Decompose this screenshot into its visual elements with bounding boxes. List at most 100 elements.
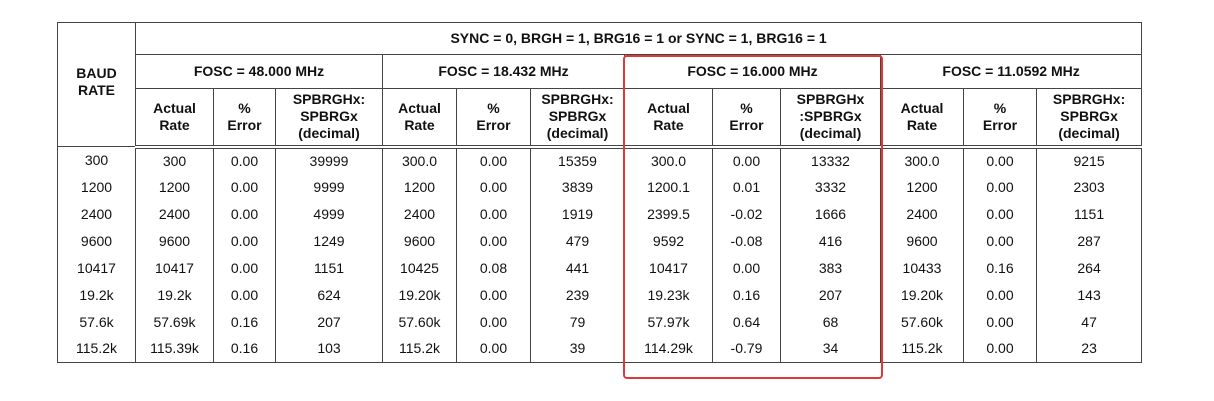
table-row: 300 300 0.00 39999 300.0 0.00 15359 300.0 0.00 13… xyxy=(57,146,1143,174)
column-header: SPBRGHx :SPBRGx (decimal) xyxy=(780,88,881,149)
table-cell: 39 xyxy=(530,335,625,363)
table-cell: -0.79 xyxy=(712,335,781,363)
baud-rate: 9600 xyxy=(57,227,136,255)
table-row: 19.2k 19.2k 0.00 624 19.20k 0.00 239 19.23k 0.16… xyxy=(57,281,1143,309)
table-cell: 10417 xyxy=(624,254,713,282)
table-cell: 115.2k xyxy=(382,335,457,363)
table-cell: 19.20k xyxy=(382,281,457,309)
table-row: BAUD RATE SYNC = 0, BRGH = 1, BRG16 = 1 o… xyxy=(57,22,1143,147)
table-cell: 0.16 xyxy=(963,254,1037,282)
table-cell: 0.00 xyxy=(456,335,531,363)
baud-rate: 115.2k xyxy=(57,335,136,363)
table-cell: 114.29k xyxy=(624,335,713,363)
baud-rate: 57.6k xyxy=(57,308,136,336)
table-cell: 23 xyxy=(1035,335,1143,363)
table-cell: 1919 xyxy=(530,200,625,228)
table-cell: 624 xyxy=(275,281,383,309)
baud-rate-header: BAUD RATE xyxy=(57,22,136,147)
column-header: % Error xyxy=(213,88,276,149)
table-cell: 2399.5 xyxy=(624,200,713,228)
table-cell: 1151 xyxy=(275,254,383,282)
table-cell: 19.20k xyxy=(880,281,964,309)
fosc-header: FOSC = 18.432 MHz xyxy=(382,54,625,89)
table-cell: 287 xyxy=(1035,227,1143,255)
sync-header: SYNC = 0, BRGH = 1, BRG16 = 1 or SYNC = … xyxy=(134,22,1143,55)
table-cell: 9600 xyxy=(135,227,214,255)
column-header: Actual Rate xyxy=(880,88,964,149)
column-header: Actual Rate xyxy=(135,88,214,149)
table-row: 115.2k 115.39k 0.16 103 115.2k 0.00 39 114.29k -… xyxy=(57,335,1143,363)
table-cell: 383 xyxy=(780,254,881,282)
table-cell: 79 xyxy=(530,308,625,336)
table-cell: 9215 xyxy=(1035,146,1143,174)
column-header: SPBRGHx: SPBRGx (decimal) xyxy=(530,88,625,149)
table-cell: 1666 xyxy=(780,200,881,228)
table-cell: 0.00 xyxy=(963,281,1037,309)
table-cell: 0.00 xyxy=(213,227,276,255)
table-row: 57.6k 57.69k 0.16 207 57.60k 0.00 79 57.97k 0.64… xyxy=(57,308,1143,336)
table-cell: 10425 xyxy=(382,254,457,282)
table-cell: 143 xyxy=(1035,281,1143,309)
fosc-header: FOSC = 11.0592 MHz xyxy=(879,54,1143,89)
table-cell: 115.39k xyxy=(135,335,214,363)
table-cell: 300 xyxy=(135,146,214,174)
table-cell: -0.02 xyxy=(712,200,781,228)
table-cell: 0.00 xyxy=(213,281,276,309)
table-cell: 0.00 xyxy=(456,173,531,201)
table-cell: 2303 xyxy=(1035,173,1143,201)
table-cell: 0.00 xyxy=(712,254,781,282)
table-cell: 0.64 xyxy=(712,308,781,336)
table-cell: 9592 xyxy=(624,227,713,255)
column-header: % Error xyxy=(963,88,1037,149)
table-cell: 0.00 xyxy=(213,146,276,174)
column-header: SPBRGHx: SPBRGx (decimal) xyxy=(1035,88,1143,149)
table-cell: 2400 xyxy=(382,200,457,228)
table-cell: 0.00 xyxy=(712,146,781,174)
table-cell: 0.00 xyxy=(213,254,276,282)
table-cell: 1200 xyxy=(135,173,214,201)
table-cell: 115.2k xyxy=(880,335,964,363)
table-cell: 1249 xyxy=(275,227,383,255)
table-cell: 2400 xyxy=(135,200,214,228)
table-cell: 3332 xyxy=(780,173,881,201)
table-cell: 207 xyxy=(780,281,881,309)
table-row: 1200 1200 0.00 9999 1200 0.00 3839 1200.1 0.01 33… xyxy=(57,173,1143,201)
table-cell: 0.08 xyxy=(456,254,531,282)
table-cell: 239 xyxy=(530,281,625,309)
table-cell: 19.2k xyxy=(135,281,214,309)
table-cell: 9600 xyxy=(880,227,964,255)
table-cell: 0.01 xyxy=(712,173,781,201)
table-cell: 10417 xyxy=(135,254,214,282)
baud-rate: 300 xyxy=(57,146,136,174)
table-row: Actual Rate% Error SPBRGHx: SPBRGx (decim… xyxy=(58,88,1143,149)
table-cell: 441 xyxy=(530,254,625,282)
column-header: % Error xyxy=(712,88,781,149)
baud-rate: 10417 xyxy=(57,254,136,282)
fosc-header: FOSC = 48.000 MHz xyxy=(135,54,383,89)
table-cell: 57.60k xyxy=(880,308,964,336)
table-cell: 2400 xyxy=(880,200,964,228)
table-cell: 0.00 xyxy=(213,200,276,228)
table-row: 2400 2400 0.00 4999 2400 0.00 1919 2399.5 -0.02 1… xyxy=(57,200,1143,228)
table-cell: 15359 xyxy=(530,146,625,174)
table-cell: 1151 xyxy=(1035,200,1143,228)
table-cell: 0.00 xyxy=(963,335,1037,363)
table-cell: 0.00 xyxy=(456,227,531,255)
table-cell: 416 xyxy=(780,227,881,255)
highlight-box xyxy=(623,55,883,379)
baud-rate-table: BAUD RATE SYNC = 0, BRGH = 1, BRG16 = 1 o… xyxy=(57,22,1143,363)
table-cell: 1200 xyxy=(382,173,457,201)
table-cell: 207 xyxy=(275,308,383,336)
table-cell: 0.16 xyxy=(213,335,276,363)
table-cell: 19.23k xyxy=(624,281,713,309)
table-cell: 68 xyxy=(780,308,881,336)
table-cell: 264 xyxy=(1035,254,1143,282)
table-cell: 4999 xyxy=(275,200,383,228)
table-cell: 0.00 xyxy=(963,308,1037,336)
column-header: % Error xyxy=(456,88,531,149)
table-cell: 0.16 xyxy=(712,281,781,309)
fosc-header: FOSC = 16.000 MHz xyxy=(624,54,881,89)
baud-rate: 19.2k xyxy=(57,281,136,309)
table-cell: 57.60k xyxy=(382,308,457,336)
